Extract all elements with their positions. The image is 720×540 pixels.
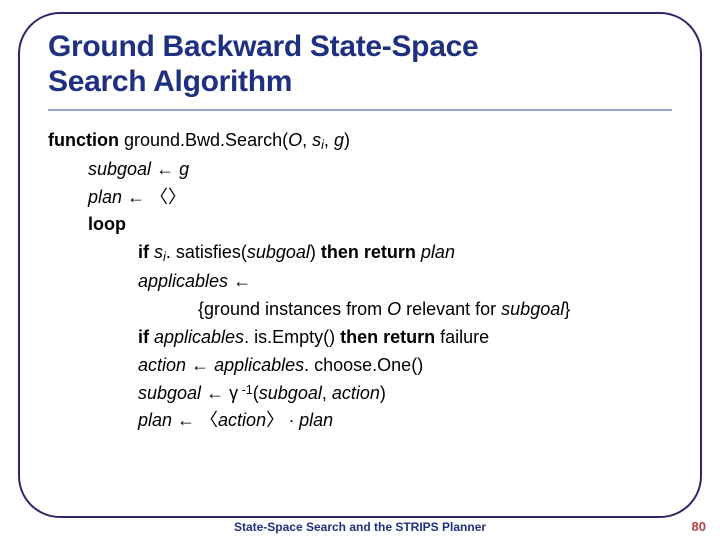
slide-title: Ground Backward State-Space Search Algor…	[48, 30, 672, 99]
algo-line-3: loop	[48, 211, 672, 239]
algo-line-1: subgoal ← g	[48, 156, 672, 184]
algo-line-6: {ground instances from O relevant for su…	[48, 296, 672, 324]
algo-line-9: subgoal ← γ -1(subgoal, action)	[48, 380, 672, 408]
algo-line-7: if applicables. is.Empty() then return f…	[48, 324, 672, 352]
page-number: 80	[692, 519, 706, 534]
algorithm-block: function ground.Bwd.Search(O, si, g) sub…	[48, 127, 672, 435]
algo-line-5: applicables ←	[48, 268, 672, 296]
slide-content: Ground Backward State-Space Search Algor…	[48, 30, 672, 435]
slide-footer: State-Space Search and the STRIPS Planne…	[0, 520, 720, 534]
title-line-1: Ground Backward State-Space	[48, 30, 478, 63]
title-line-2: Search Algorithm	[48, 65, 292, 98]
title-underline	[48, 109, 672, 111]
algo-line-8: action ← applicables. choose.One()	[48, 352, 672, 380]
algo-line-10: plan ← 〈action〉 ∙ plan	[48, 407, 672, 435]
algo-line-2: plan ← 〈〉	[48, 184, 672, 212]
kw-function: function	[48, 130, 119, 150]
algo-line-0: function ground.Bwd.Search(O, si, g)	[48, 127, 672, 156]
algo-line-4: if si. satisfies(subgoal) then return pl…	[48, 239, 672, 268]
kw-loop: loop	[88, 214, 126, 234]
